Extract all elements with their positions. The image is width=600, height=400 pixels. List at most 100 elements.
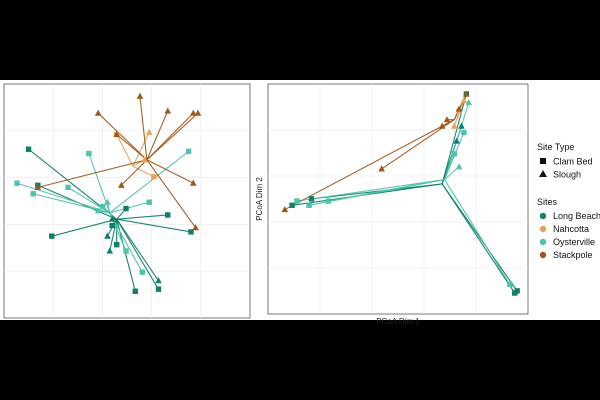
- right-point-triangle-stackpole: [438, 122, 446, 129]
- right-point-triangle-stackpole: [443, 116, 451, 123]
- legend-long-beach-label: Long Beach: [553, 211, 600, 221]
- left-point-square-oysterville: [65, 184, 71, 191]
- legend-oysterville-dot: [539, 238, 547, 246]
- legend-stackpole-label: Stackpole: [553, 250, 593, 260]
- left-point-square-long-beach: [132, 288, 138, 294]
- legend-nahcotta-label: Nahcotta: [553, 224, 589, 234]
- legend-triangle-icon: [539, 170, 547, 177]
- right-point-square-long-beach: [514, 288, 520, 294]
- left-point-square-oysterville: [139, 269, 145, 275]
- left-segment-long-beach: [51, 218, 117, 237]
- right-segment-oysterville: [328, 179, 445, 202]
- left-point-square-oysterville: [123, 248, 129, 254]
- left-segment-nahcotta: [116, 134, 134, 167]
- legend-clam-bed-label: Clam Bed: [553, 157, 593, 167]
- right-point-square-long-beach: [308, 196, 315, 202]
- left-point-square-long-beach: [188, 229, 194, 235]
- right-point-square-oysterville: [451, 151, 457, 157]
- right-point-square-long-beach: [289, 202, 295, 208]
- left-point-triangle-long-beach: [108, 215, 116, 222]
- right-segment-long-beach: [441, 183, 518, 292]
- left-point-triangle-stackpole: [118, 181, 125, 188]
- right-y-axis-title: PCoA Dim 2: [255, 177, 264, 221]
- right-segment-long-beach: [311, 183, 443, 200]
- left-point-triangle-stackpole: [34, 183, 42, 190]
- left-point-square-oysterville: [146, 199, 152, 205]
- left-segment-stackpole: [146, 159, 197, 229]
- left-segment-nahcotta: [132, 132, 150, 167]
- left-segment-oysterville: [16, 182, 110, 214]
- left-segment-stackpole: [120, 159, 148, 186]
- left-segment-oysterville: [109, 212, 143, 273]
- right-segment-oysterville: [296, 179, 445, 202]
- right-point-triangle-stackpole: [455, 105, 463, 112]
- right-segment-stackpole: [284, 119, 455, 211]
- left-point-square-oysterville: [100, 203, 106, 210]
- left-point-triangle-stackpole: [192, 224, 199, 231]
- legend-slough-label: Slough: [553, 170, 581, 180]
- right-point-triangle-stackpole: [281, 205, 289, 213]
- right-gridlines: [268, 84, 528, 314]
- legend-site-type-title: Site Type: [537, 142, 574, 152]
- legend-long-beach-dot: [539, 212, 547, 220]
- pcoa-panel-left: [3, 83, 251, 319]
- left-point-triangle-nahcotta: [145, 128, 153, 135]
- left-point-square-long-beach: [155, 286, 162, 292]
- left-point-triangle-stackpole: [164, 107, 172, 114]
- left-segment-stackpole: [146, 159, 194, 184]
- right-segment-oysterville: [444, 179, 511, 285]
- left-segment-long-beach: [116, 218, 159, 281]
- left-point-triangle-long-beach: [106, 247, 114, 254]
- right-point-triangle-nahcotta: [460, 96, 468, 104]
- pcoa-panel-right: PCoA Dim 2 PCoA Dim 1: [255, 83, 529, 326]
- left-point-square-oysterville: [86, 150, 92, 157]
- left-point-triangle-nahcotta: [141, 156, 148, 163]
- left-segment-long-beach: [116, 218, 192, 233]
- right-points: [281, 90, 520, 296]
- right-point-triangle-stackpole: [378, 165, 385, 172]
- left-segment-stackpole: [116, 133, 148, 161]
- left-segment-stackpole: [37, 159, 148, 188]
- right-point-square-oysterville: [461, 129, 467, 136]
- right-point-square-oysterville: [507, 281, 513, 288]
- left-segment-nahcotta: [132, 165, 155, 178]
- legend: Site Type Clam Bed Slough Sites Long Bea…: [537, 142, 600, 260]
- legend-nahcotta-dot: [539, 225, 547, 233]
- left-segment-stackpole: [146, 110, 169, 161]
- left-point-triangle-oysterville: [104, 198, 111, 205]
- left-point-triangle-stackpole: [189, 179, 197, 186]
- left-point-square-long-beach: [109, 222, 115, 229]
- legend-sites-title: Sites: [537, 197, 558, 207]
- left-point-triangle-long-beach: [104, 232, 111, 239]
- legend-oysterville-label: Oysterville: [553, 237, 595, 247]
- left-point-square-oysterville: [185, 148, 192, 155]
- right-point-triangle-long-beach: [453, 137, 460, 144]
- left-point-square-long-beach: [49, 233, 55, 239]
- right-point-triangle-stackpole: [463, 90, 470, 97]
- right-segment-stackpole: [441, 119, 455, 127]
- left-point-triangle-stackpole: [94, 109, 102, 116]
- right-point-square-oysterville: [325, 198, 332, 204]
- left-point-triangle-stackpole: [189, 109, 197, 116]
- right-point-triangle-long-beach: [458, 122, 465, 129]
- left-segment-stackpole: [97, 112, 148, 161]
- legend-square-icon: [540, 158, 546, 164]
- right-x-axis-title: PCoA Dim 1: [376, 317, 420, 326]
- left-segment-long-beach: [116, 218, 159, 290]
- left-point-square-long-beach: [165, 212, 171, 218]
- left-point-square-long-beach: [25, 146, 32, 152]
- left-point-triangle-stackpole: [113, 130, 121, 137]
- left-point-triangle-long-beach: [155, 277, 162, 284]
- left-point-square-oysterville: [14, 180, 20, 186]
- left-point-square-nahcotta: [151, 174, 157, 180]
- legend-stackpole-dot: [539, 251, 547, 259]
- right-point-triangle-nahcotta: [450, 122, 458, 129]
- left-segment-oysterville: [109, 201, 150, 214]
- left-gridlines: [4, 84, 250, 318]
- left-segment-oysterville: [109, 150, 189, 214]
- left-point-triangle-stackpole: [136, 92, 144, 99]
- left-points: [14, 92, 202, 294]
- left-point-square-long-beach: [114, 241, 120, 248]
- left-point-triangle-stackpole: [194, 109, 202, 116]
